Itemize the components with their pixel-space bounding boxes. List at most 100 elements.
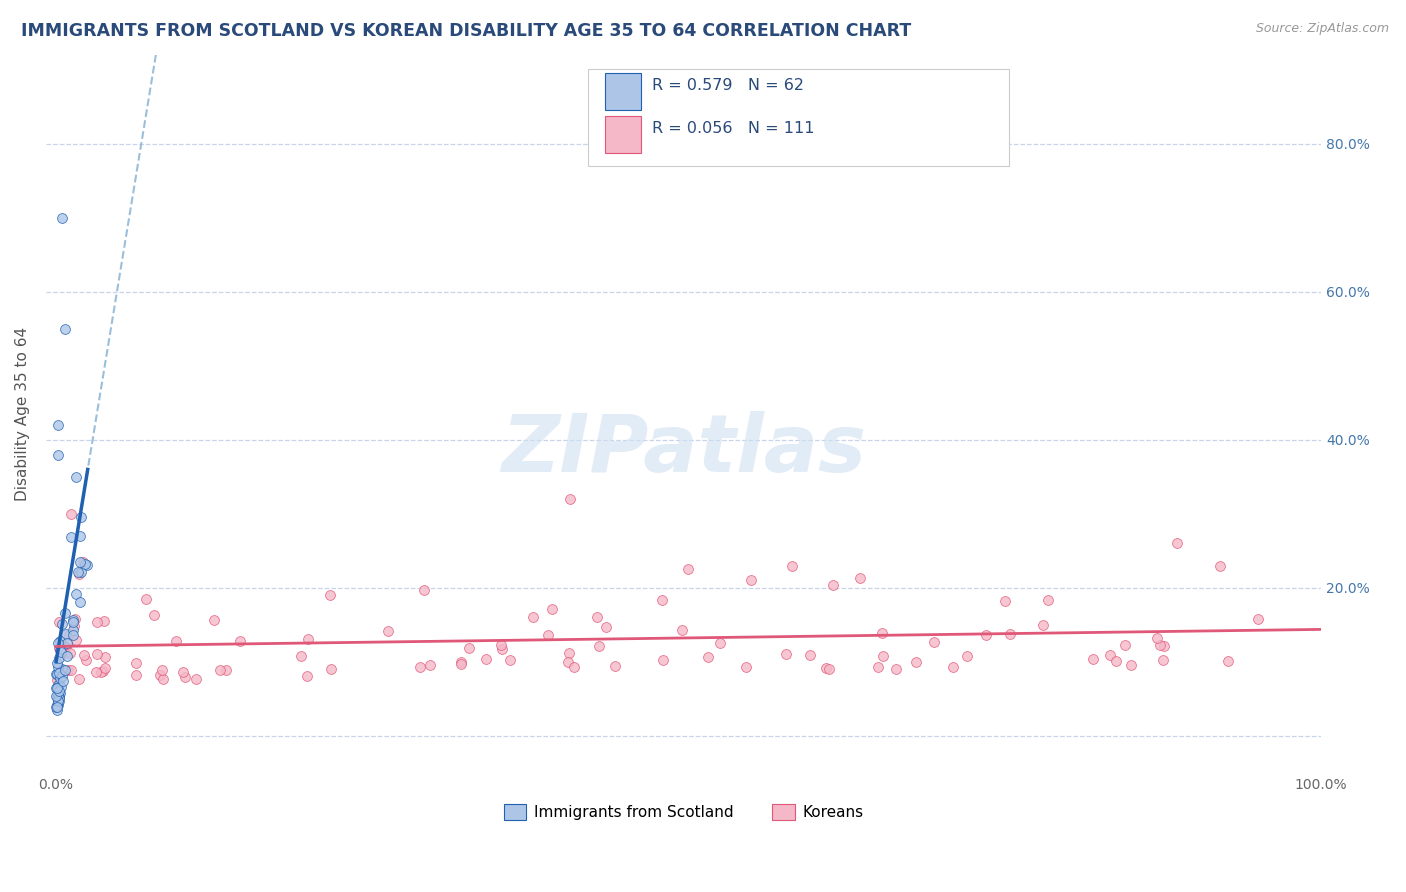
Point — [868, 660, 890, 674]
Point — [1000, 626, 1022, 640]
FancyBboxPatch shape — [588, 70, 1008, 167]
Point — [818, 662, 841, 676]
Point — [48, 684, 70, 698]
Point — [450, 657, 472, 672]
Point — [90, 665, 112, 680]
Point — [45, 666, 67, 681]
Point — [228, 633, 250, 648]
Y-axis label: Disability Age 35 to 64: Disability Age 35 to 64 — [15, 326, 30, 501]
Point — [56, 635, 79, 649]
Point — [419, 658, 441, 673]
Point — [65, 587, 87, 601]
Point — [48, 690, 70, 705]
Point — [499, 652, 522, 666]
Point — [53, 322, 76, 336]
Point — [46, 698, 69, 713]
Point — [62, 615, 84, 629]
Text: R = 0.579   N = 62: R = 0.579 N = 62 — [652, 78, 804, 93]
Point — [48, 660, 70, 674]
Point — [522, 609, 544, 624]
Point — [564, 660, 586, 674]
Point — [65, 612, 87, 626]
Legend: Immigrants from Scotland, Koreans: Immigrants from Scotland, Koreans — [498, 797, 870, 826]
Point — [48, 615, 70, 630]
Point — [1105, 654, 1128, 668]
Point — [86, 615, 108, 629]
Point — [150, 663, 173, 677]
Point — [93, 615, 115, 629]
Point — [69, 555, 91, 569]
Point — [709, 636, 731, 650]
Point — [63, 619, 86, 633]
Point — [65, 470, 87, 484]
Point — [849, 571, 872, 585]
Point — [46, 700, 69, 714]
Point — [84, 665, 107, 680]
Point — [48, 677, 70, 691]
Point — [58, 628, 80, 642]
Point — [75, 558, 97, 572]
Point — [76, 558, 98, 572]
Point — [297, 632, 319, 647]
Point — [588, 639, 610, 653]
Point — [46, 689, 69, 703]
Point — [93, 664, 115, 678]
Point — [740, 574, 762, 588]
Point — [149, 668, 172, 682]
Point — [69, 595, 91, 609]
Point — [46, 673, 69, 687]
Point — [45, 703, 67, 717]
Point — [775, 647, 797, 661]
Point — [143, 608, 166, 623]
Point — [48, 691, 70, 706]
Point — [67, 566, 90, 580]
Point — [994, 594, 1017, 608]
Point — [1099, 648, 1122, 663]
Point — [1247, 612, 1270, 626]
Point — [70, 566, 93, 580]
Point — [135, 592, 157, 607]
Point — [60, 507, 83, 521]
Point — [46, 448, 69, 462]
Point — [48, 694, 70, 708]
Point — [1146, 631, 1168, 645]
Point — [585, 609, 607, 624]
Point — [676, 561, 699, 575]
Point — [651, 593, 673, 607]
Point — [67, 673, 90, 687]
Point — [45, 689, 67, 703]
Point — [489, 638, 512, 652]
Point — [125, 668, 148, 682]
Point — [45, 681, 67, 695]
FancyBboxPatch shape — [605, 116, 641, 153]
Point — [202, 613, 225, 627]
Point — [209, 663, 232, 677]
Point — [872, 648, 894, 663]
Point — [905, 655, 928, 669]
Point — [377, 624, 399, 638]
Point — [56, 649, 79, 664]
Point — [557, 655, 579, 669]
Point — [94, 661, 117, 675]
Point — [48, 686, 70, 700]
Point — [49, 633, 72, 648]
Point — [799, 648, 821, 662]
Point — [537, 628, 560, 642]
FancyBboxPatch shape — [605, 73, 641, 111]
Point — [1152, 652, 1174, 666]
Point — [814, 661, 837, 675]
Point — [67, 567, 90, 582]
Point — [46, 698, 69, 712]
Point — [62, 624, 84, 638]
Point — [558, 646, 581, 660]
Point — [125, 657, 148, 671]
Point — [942, 659, 965, 673]
Point — [55, 627, 77, 641]
Point — [45, 700, 67, 714]
Text: ZIPatlas: ZIPatlas — [501, 411, 866, 489]
Point — [540, 602, 562, 616]
Point — [48, 692, 70, 706]
Point — [491, 642, 513, 657]
Point — [974, 628, 997, 642]
Point — [1149, 638, 1171, 652]
